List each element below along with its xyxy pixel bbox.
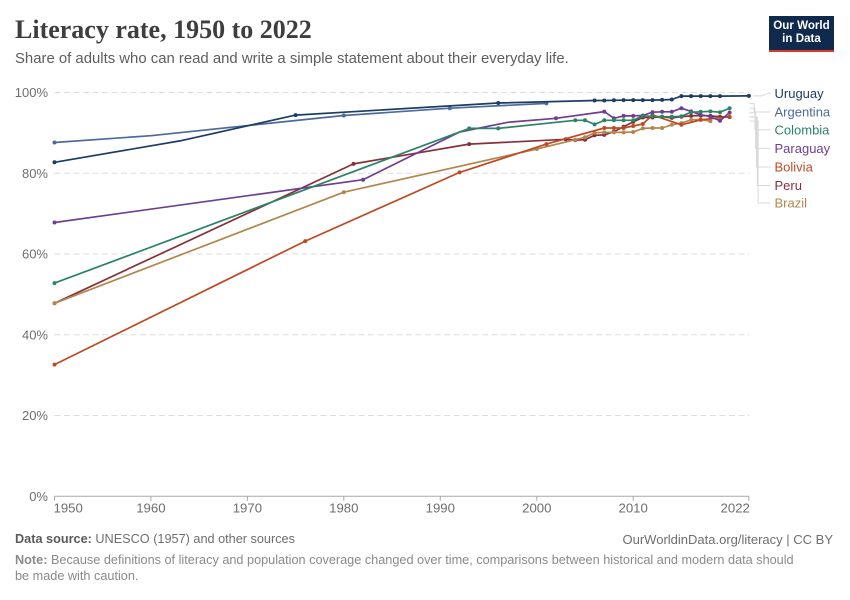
svg-text:Colombia: Colombia: [775, 122, 831, 137]
svg-text:1950: 1950: [54, 501, 83, 516]
svg-text:Bolivia: Bolivia: [775, 160, 814, 175]
svg-text:20%: 20%: [22, 408, 48, 423]
svg-text:Uruguay: Uruguay: [775, 86, 825, 101]
svg-text:2010: 2010: [619, 501, 648, 516]
svg-text:1960: 1960: [136, 501, 165, 516]
svg-text:80%: 80%: [22, 166, 48, 181]
svg-text:60%: 60%: [22, 247, 48, 262]
svg-text:1970: 1970: [233, 501, 262, 516]
svg-text:Paraguay: Paraguay: [775, 141, 831, 156]
svg-text:0%: 0%: [29, 489, 48, 504]
svg-text:Brazil: Brazil: [775, 196, 808, 211]
svg-text:2022: 2022: [721, 501, 750, 516]
svg-text:40%: 40%: [22, 327, 48, 342]
svg-text:1990: 1990: [426, 501, 455, 516]
svg-text:1980: 1980: [329, 501, 358, 516]
svg-text:100%: 100%: [15, 85, 49, 100]
svg-text:2000: 2000: [522, 501, 551, 516]
svg-text:Argentina: Argentina: [775, 105, 831, 120]
svg-text:Peru: Peru: [775, 178, 802, 193]
